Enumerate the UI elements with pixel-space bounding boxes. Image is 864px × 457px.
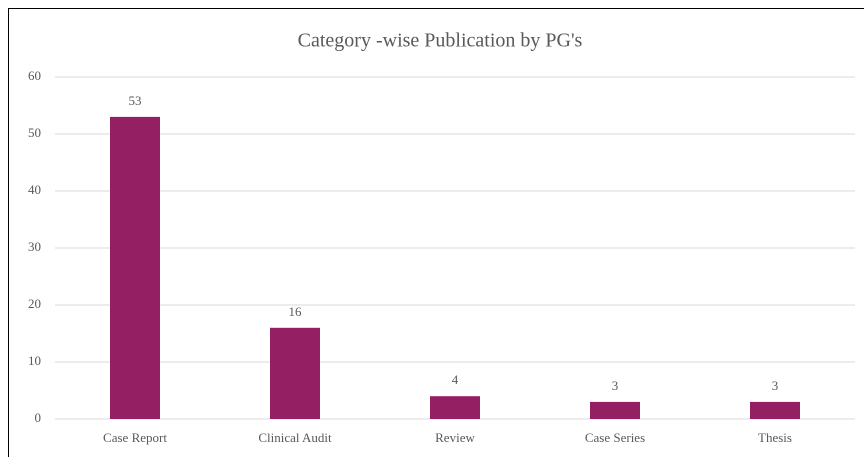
y-tick-label: 40 xyxy=(28,182,41,197)
x-tick-label: Thesis xyxy=(758,430,792,445)
y-tick-label: 50 xyxy=(28,125,41,140)
bar xyxy=(590,401,640,419)
y-tick-label: 0 xyxy=(35,410,42,425)
y-tick-label: 60 xyxy=(28,68,41,83)
bar xyxy=(430,396,480,419)
x-tick-label: Case Report xyxy=(103,430,167,445)
bar xyxy=(270,327,320,419)
bar xyxy=(110,116,160,420)
y-tick-label: 20 xyxy=(28,296,41,311)
bar xyxy=(750,401,800,419)
x-tick-label: Case Series xyxy=(585,430,645,445)
data-label: 53 xyxy=(129,93,142,108)
y-tick-label: 30 xyxy=(28,239,41,254)
data-label: 16 xyxy=(289,304,303,319)
x-tick-label: Review xyxy=(435,430,475,445)
data-label: 3 xyxy=(772,378,779,393)
y-tick-label: 10 xyxy=(28,353,41,368)
data-label: 3 xyxy=(612,378,619,393)
x-tick-label: Clinical Audit xyxy=(258,430,332,445)
chart-title: Category -wise Publication by PG's xyxy=(298,30,583,52)
data-label: 4 xyxy=(452,372,459,387)
